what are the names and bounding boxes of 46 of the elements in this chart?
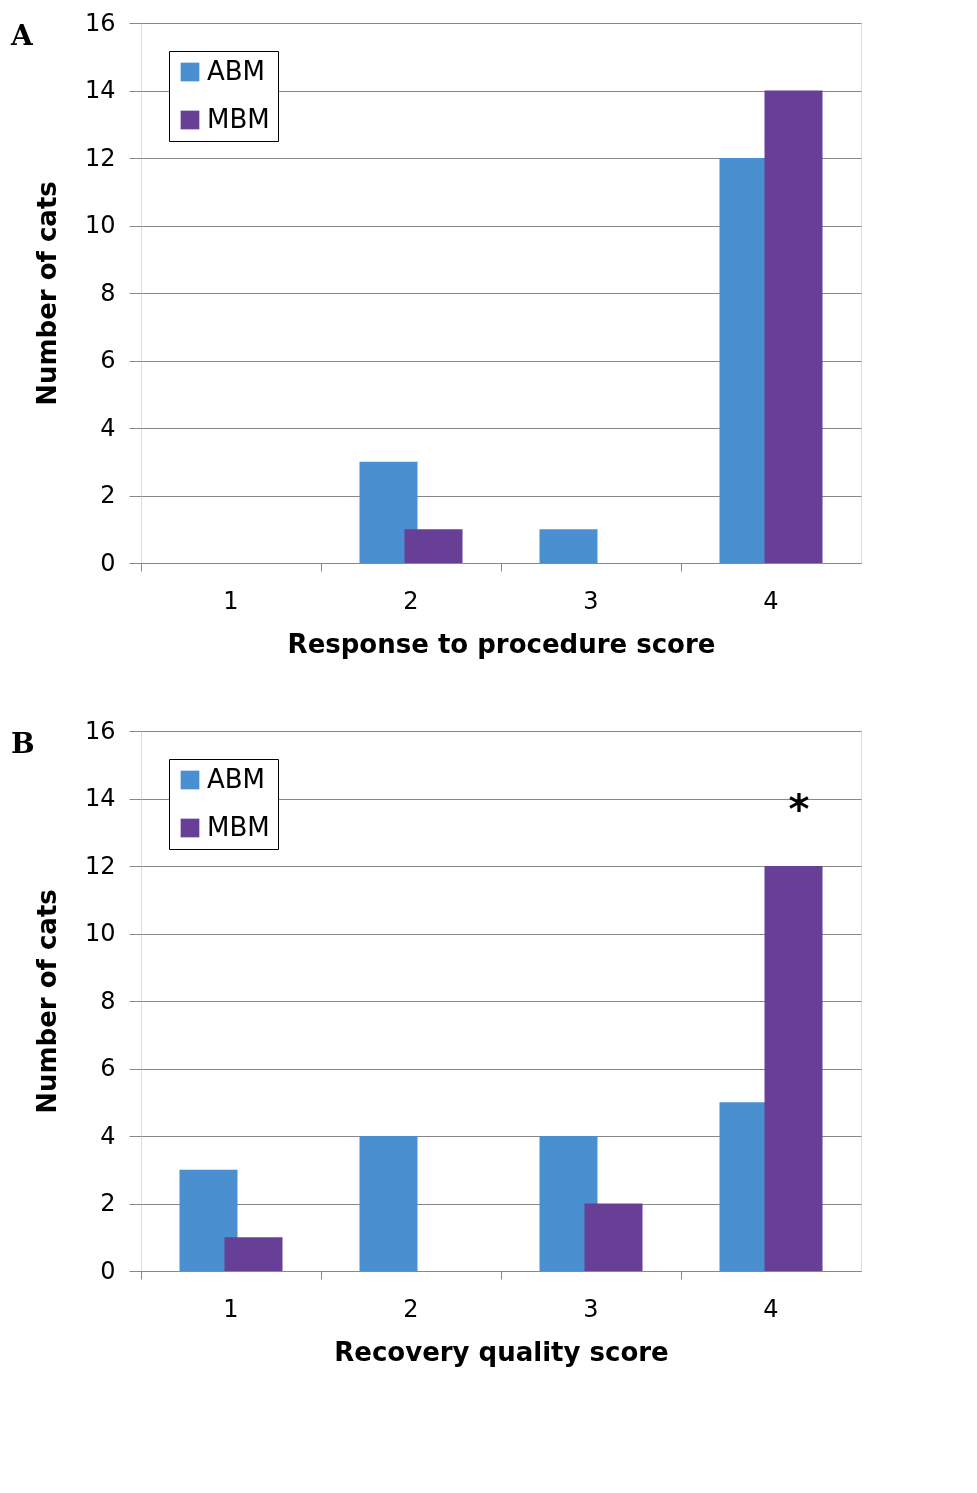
bar <box>224 1237 283 1271</box>
y-tick-label: 16 <box>84 716 116 745</box>
y-tick-label: 6 <box>100 1054 116 1082</box>
x-tick-label: 3 <box>583 586 599 615</box>
x-tick-label: 1 <box>223 1294 239 1323</box>
x-tick-label: 2 <box>403 1294 419 1323</box>
bar <box>764 866 823 1271</box>
x-tick-label: 4 <box>763 586 779 615</box>
y-tick-label: 12 <box>84 851 116 880</box>
y-tick-label: 0 <box>100 548 116 577</box>
legend-label: ABM <box>207 764 266 794</box>
y-tick-label: 6 <box>100 346 116 374</box>
y-tick-label: 16 <box>84 8 116 37</box>
y-tick-label: 12 <box>84 143 116 172</box>
bar <box>359 461 418 563</box>
y-tick-label: 8 <box>100 986 116 1015</box>
y-tick-label: 0 <box>100 1256 116 1285</box>
y-tick-label: 2 <box>100 1189 116 1217</box>
x-tick-label: 3 <box>583 1294 599 1323</box>
legend-label: MBM <box>207 812 270 842</box>
bar <box>584 1203 643 1271</box>
bar <box>539 529 598 563</box>
y-axis-title: Number of cats <box>31 181 62 406</box>
x-axis-title: Response to procedure score <box>287 628 716 659</box>
x-tick-label: 4 <box>763 1294 779 1323</box>
x-tick-label: 1 <box>223 586 239 615</box>
legend-label: ABM <box>207 56 266 86</box>
y-tick-label: 4 <box>100 413 116 442</box>
y-axis-title: Number of cats <box>31 889 62 1114</box>
bar <box>179 1169 238 1271</box>
bar <box>764 90 823 563</box>
bar <box>359 1136 418 1271</box>
y-tick-label: 2 <box>100 481 116 509</box>
chart-title: B <box>11 727 35 760</box>
bar <box>404 529 463 563</box>
x-axis-title: Recovery quality score <box>334 1336 669 1367</box>
x-tick-label: 2 <box>403 586 419 615</box>
y-tick-label: 10 <box>84 919 116 947</box>
y-tick-label: 4 <box>100 1121 116 1150</box>
legend-label: MBM <box>207 104 270 134</box>
y-tick-label: 8 <box>100 278 116 307</box>
y-tick-label: 14 <box>84 784 116 812</box>
y-tick-label: 14 <box>84 76 116 104</box>
annotation: * <box>788 786 810 832</box>
chart-title: A <box>10 19 34 52</box>
y-tick-label: 10 <box>84 211 116 239</box>
